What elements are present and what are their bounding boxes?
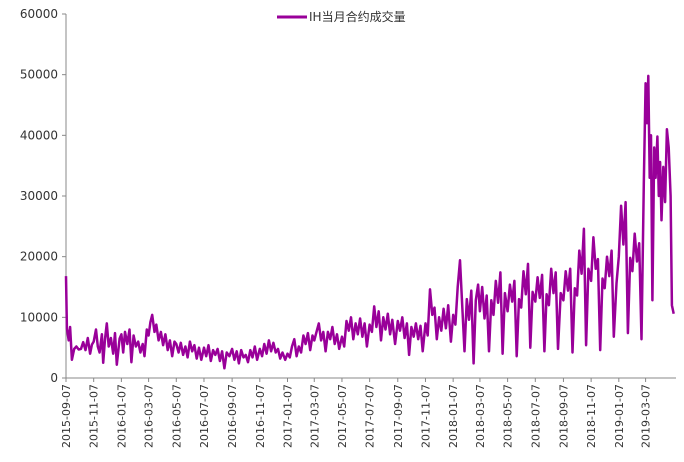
- y-tick-label: 40000: [20, 128, 58, 142]
- x-tick-label: 2019-03-07: [640, 384, 653, 448]
- x-tick-label: 2016-05-07: [170, 384, 183, 448]
- x-tick-label: 2017-01-07: [281, 384, 294, 448]
- x-tick-label: 2018-01-07: [447, 384, 460, 448]
- y-tick-label: 10000: [20, 310, 58, 324]
- legend: IH当月合约成交量: [277, 9, 406, 24]
- x-tick-label: 2017-05-07: [336, 384, 349, 448]
- y-tick-label: 0: [50, 371, 58, 385]
- x-tick-label: 2018-07-07: [529, 384, 542, 448]
- legend-label: IH当月合约成交量: [309, 9, 406, 24]
- y-tick-label: 20000: [20, 250, 58, 264]
- x-tick-label: 2018-09-07: [557, 384, 570, 448]
- x-tick-label: 2016-09-07: [226, 384, 239, 448]
- x-tick-label: 2016-11-07: [254, 384, 267, 448]
- y-tick-label: 30000: [20, 189, 58, 203]
- x-tick-label: 2018-05-07: [502, 384, 515, 448]
- x-tick-label: 2017-07-07: [364, 384, 377, 448]
- x-tick-label: 2015-09-07: [60, 384, 73, 448]
- x-tick-label: 2016-07-07: [198, 384, 211, 448]
- y-tick-label: 60000: [20, 7, 58, 21]
- x-tick-label: 2018-11-07: [585, 384, 598, 448]
- x-tick-label: 2017-03-07: [308, 384, 321, 448]
- x-tick-label: 2016-03-07: [143, 384, 156, 448]
- y-axis: 0 10000 20000 30000 40000 50000 60000: [20, 7, 67, 385]
- x-tick-label: 2017-09-07: [392, 384, 405, 448]
- series-line: [64, 74, 675, 370]
- x-tick-label: 2019-01-07: [613, 384, 626, 448]
- x-tick-label: 2016-01-07: [115, 384, 128, 448]
- x-axis: 2015-09-07 2015-11-07 2016-01-07 2016-03-07…: [60, 377, 676, 448]
- x-tick-label: 2018-03-07: [474, 384, 487, 448]
- x-tick-label: 2017-11-07: [419, 384, 432, 448]
- y-tick-label: 50000: [20, 68, 58, 82]
- x-tick-label: 2015-11-07: [88, 384, 101, 448]
- series-layer: [64, 74, 675, 370]
